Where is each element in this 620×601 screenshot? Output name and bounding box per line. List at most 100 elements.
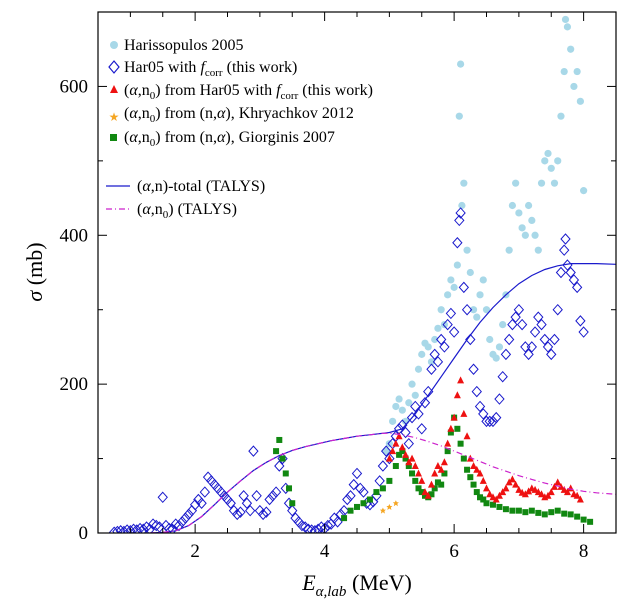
data-point	[276, 436, 283, 443]
data-point	[392, 463, 399, 470]
data-point	[177, 516, 188, 528]
data-point	[402, 450, 410, 458]
legend-label-an0-har05: (α,n0) from Har05 with fcorr (this work)	[124, 82, 373, 102]
data-point	[580, 187, 588, 195]
series-1	[109, 207, 589, 533]
data-point	[405, 399, 413, 407]
data-point	[455, 112, 463, 120]
data-point	[515, 485, 523, 493]
data-point	[464, 466, 471, 473]
data-point	[440, 321, 449, 329]
data-point	[290, 512, 301, 524]
series-line	[149, 432, 616, 533]
data-point	[364, 498, 376, 511]
x-axis-label-main: E	[301, 570, 316, 595]
data-point	[474, 400, 486, 413]
data-point	[384, 452, 395, 465]
data-point	[157, 491, 168, 504]
data-point	[403, 437, 414, 450]
data-point	[471, 385, 482, 398]
data-point	[411, 462, 419, 470]
data-point	[441, 470, 448, 477]
data-point	[248, 445, 259, 457]
data-point	[537, 179, 546, 187]
data-point	[374, 475, 385, 487]
data-point	[434, 479, 441, 486]
data-point	[431, 469, 439, 477]
data-point	[355, 482, 366, 495]
data-point	[196, 497, 207, 509]
data-point	[421, 492, 428, 499]
y-axis-label: σ (mb)	[22, 242, 47, 301]
data-point	[431, 335, 439, 344]
data-point	[483, 500, 490, 507]
data-point	[476, 291, 484, 299]
data-point	[536, 318, 547, 331]
x-tick-label: 6	[449, 541, 459, 562]
series-5	[149, 263, 616, 533]
data-point	[518, 224, 526, 232]
data-point	[549, 333, 560, 346]
data-point	[513, 303, 525, 316]
data-point	[322, 519, 334, 532]
data-point	[524, 201, 533, 210]
data-point	[389, 447, 397, 455]
x-tick-label: 8	[579, 541, 589, 562]
data-point	[405, 458, 413, 466]
data-point	[440, 458, 448, 466]
data-point	[447, 276, 455, 284]
data-point	[499, 488, 507, 496]
x-axis-label-unit: (MeV)	[346, 570, 411, 595]
data-point	[565, 266, 576, 279]
data-point	[273, 448, 280, 455]
legend-marker-diamond	[108, 60, 120, 74]
data-point	[319, 522, 330, 533]
data-point	[222, 493, 233, 506]
data-point	[541, 511, 548, 518]
y-tick-label: 0	[79, 523, 89, 544]
data-point	[444, 439, 452, 447]
data-point	[487, 415, 499, 428]
data-point	[465, 333, 476, 346]
data-point	[561, 510, 568, 517]
data-point	[438, 481, 445, 488]
data-point	[484, 415, 495, 428]
legend-entry-khryachkov: ★ (α,n0) from (n,α), Khryachkov 2012	[109, 105, 354, 125]
data-point	[479, 476, 487, 484]
legend-label-harissopulos: Harissopulos 2005	[124, 37, 244, 54]
y-tick-label: 600	[60, 76, 89, 97]
data-point	[189, 498, 201, 511]
data-point	[533, 311, 544, 323]
data-point	[173, 519, 185, 532]
data-point	[502, 506, 509, 513]
data-point	[398, 443, 406, 451]
series-3	[379, 500, 399, 514]
data-point	[495, 343, 504, 351]
data-point	[225, 497, 236, 509]
data-point	[473, 465, 481, 473]
data-point	[180, 512, 191, 524]
data-point	[427, 358, 436, 366]
legend-marker-circle	[110, 41, 118, 49]
data-point	[502, 484, 510, 492]
data-point	[286, 485, 293, 492]
data-point	[466, 268, 474, 277]
data-point	[418, 489, 425, 496]
data-point	[526, 341, 537, 353]
data-point	[552, 303, 563, 316]
data-point	[546, 348, 557, 361]
series-0	[382, 15, 588, 455]
data-point	[458, 201, 466, 210]
data-point	[560, 233, 571, 245]
data-point	[257, 508, 269, 521]
data-point	[510, 311, 521, 323]
data-point	[186, 504, 198, 517]
data-point	[497, 370, 508, 383]
data-point	[416, 423, 427, 435]
data-point	[508, 201, 516, 210]
data-point	[151, 519, 162, 532]
data-point	[421, 488, 429, 496]
data-point	[560, 67, 568, 76]
data-point	[463, 246, 471, 254]
data-point	[453, 261, 461, 269]
